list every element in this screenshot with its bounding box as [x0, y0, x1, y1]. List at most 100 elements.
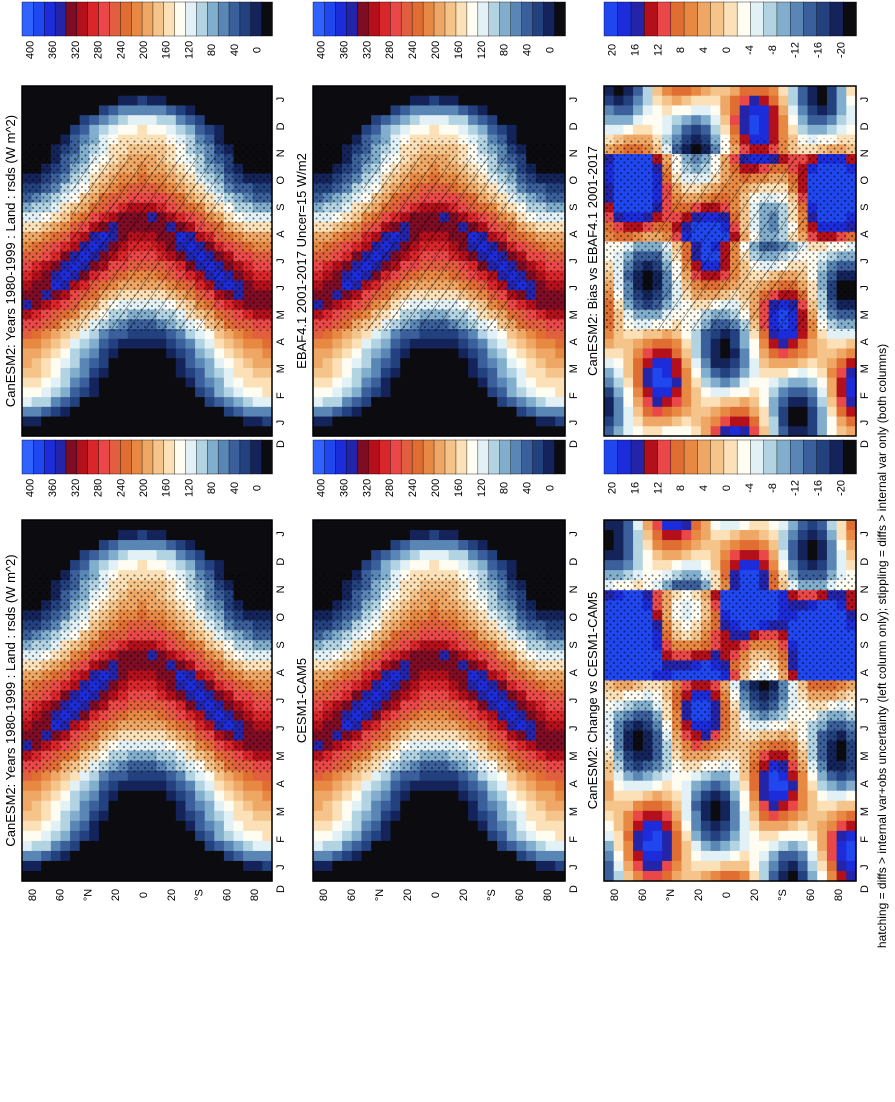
- heatmap-cell: [22, 550, 33, 561]
- colorbar-cell: [163, 439, 175, 475]
- heatmap-cell: [652, 358, 663, 369]
- heatmap-cell: [108, 367, 119, 379]
- heatmap-cell: [487, 367, 498, 379]
- heatmap-cell: [41, 406, 52, 418]
- colorbar-cell: [789, 1, 804, 37]
- heatmap-cell: [185, 790, 196, 802]
- heatmap-cell: [739, 338, 750, 350]
- heatmap-cell: [50, 338, 62, 350]
- heatmap-cell: [79, 329, 90, 340]
- colorbar-cell: [630, 1, 645, 37]
- heatmap-cell: [487, 540, 498, 551]
- heatmap-cell: [89, 377, 100, 388]
- colorbar-tick-label: -8: [767, 45, 779, 55]
- heatmap-cell: [60, 387, 71, 398]
- heatmap-cell: [429, 830, 440, 842]
- heatmap-cell: [400, 397, 411, 408]
- heatmap-cell: [526, 387, 537, 398]
- heatmap-cell: [535, 416, 547, 427]
- heatmap-cell: [166, 377, 177, 388]
- colorbar-cell: [488, 439, 500, 475]
- colorbar-cell: [141, 439, 154, 475]
- heatmap-cell: [195, 367, 206, 379]
- heatmap-cell: [137, 850, 148, 862]
- heatmap-cell: [204, 115, 215, 126]
- heatmap-cell: [671, 358, 683, 369]
- heatmap-cell: [516, 860, 527, 872]
- heatmap-cell: [313, 830, 324, 842]
- heatmap-cell: [332, 780, 343, 792]
- heatmap-cell: [342, 387, 353, 398]
- heatmap-cell: [836, 377, 847, 388]
- heatmap-cell: [448, 338, 459, 350]
- x-tick-label: M: [568, 807, 580, 816]
- heatmap-cell: [642, 115, 654, 126]
- heatmap-cell: [195, 115, 206, 126]
- heatmap-cell: [156, 348, 167, 359]
- colorbar-cell: [239, 439, 251, 475]
- panel-top-right: CanESM2: Years 1980-1999 : Land : rsds (…: [3, 439, 287, 901]
- heatmap-cell: [50, 810, 62, 822]
- colorbar-cell: [466, 439, 479, 475]
- heatmap-cell: [371, 810, 382, 822]
- heatmap-cell: [79, 348, 90, 359]
- heatmap-cell: [759, 329, 770, 340]
- heatmap-cell: [633, 426, 644, 437]
- heatmap-cell: [137, 860, 148, 872]
- heatmap-cell: [127, 387, 138, 398]
- heatmap-cell: [41, 830, 52, 842]
- heatmap-cell: [788, 105, 799, 116]
- x-tick-label: J: [275, 285, 287, 291]
- heatmap-cell: [70, 860, 81, 872]
- heatmap-cell: [604, 86, 615, 97]
- heatmap-cell: [720, 406, 731, 418]
- heatmap-cell: [252, 338, 263, 350]
- heatmap-cell: [468, 870, 479, 882]
- heatmap-cell: [118, 416, 129, 427]
- heatmap-cell: [652, 95, 663, 107]
- heatmap-cell: [22, 520, 33, 531]
- colorbar-cell: [152, 1, 164, 37]
- heatmap-cell: [108, 830, 119, 842]
- colorbar-cell: [130, 1, 143, 37]
- heatmap-cell: [419, 560, 430, 571]
- x-tick-label: J: [859, 97, 871, 103]
- panel-title: CanESM2: Years 1980-1999 : Land : rsds (…: [3, 115, 18, 407]
- heatmap-cell: [79, 800, 90, 812]
- heatmap-cell: [390, 520, 401, 531]
- heatmap-cell: [166, 520, 177, 531]
- heatmap-cell: [147, 530, 158, 541]
- heatmap-cell: [22, 95, 33, 107]
- heatmap-cell: [458, 329, 469, 340]
- heatmap-cell: [720, 367, 731, 379]
- heatmap-cell: [380, 397, 392, 408]
- heatmap-cell: [730, 124, 741, 136]
- y-tick-label: 20: [458, 889, 470, 901]
- heatmap-cell: [700, 329, 712, 340]
- heatmap-cell: [89, 840, 100, 852]
- heatmap-cell: [156, 540, 167, 551]
- heatmap-cell: [506, 95, 518, 107]
- heatmap-cell: [836, 105, 847, 116]
- heatmap-cell: [710, 348, 721, 359]
- heatmap-cell: [826, 377, 838, 388]
- heatmap-cell: [390, 338, 401, 350]
- heatmap-cell: [262, 406, 273, 418]
- heatmap-cell: [156, 780, 167, 792]
- heatmap-cell: [156, 520, 167, 531]
- heatmap-cell: [70, 540, 81, 551]
- heatmap-cell: [118, 358, 129, 369]
- heatmap-cell: [195, 850, 206, 862]
- heatmap-cell: [262, 860, 273, 872]
- x-axis-label: D: [275, 440, 287, 448]
- x-tick-label: J: [568, 698, 580, 704]
- heatmap-cell: [41, 810, 52, 822]
- heatmap-cell: [506, 780, 518, 792]
- heatmap-cell: [361, 850, 372, 862]
- heatmap-cell: [60, 426, 71, 437]
- heatmap-cell: [526, 540, 537, 551]
- heatmap-cell: [710, 406, 721, 418]
- heatmap-cell: [429, 95, 440, 107]
- heatmap-cell: [243, 810, 254, 822]
- heatmap-cell: [700, 95, 712, 107]
